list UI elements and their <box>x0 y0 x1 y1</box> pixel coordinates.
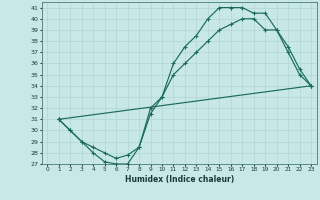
X-axis label: Humidex (Indice chaleur): Humidex (Indice chaleur) <box>124 175 234 184</box>
